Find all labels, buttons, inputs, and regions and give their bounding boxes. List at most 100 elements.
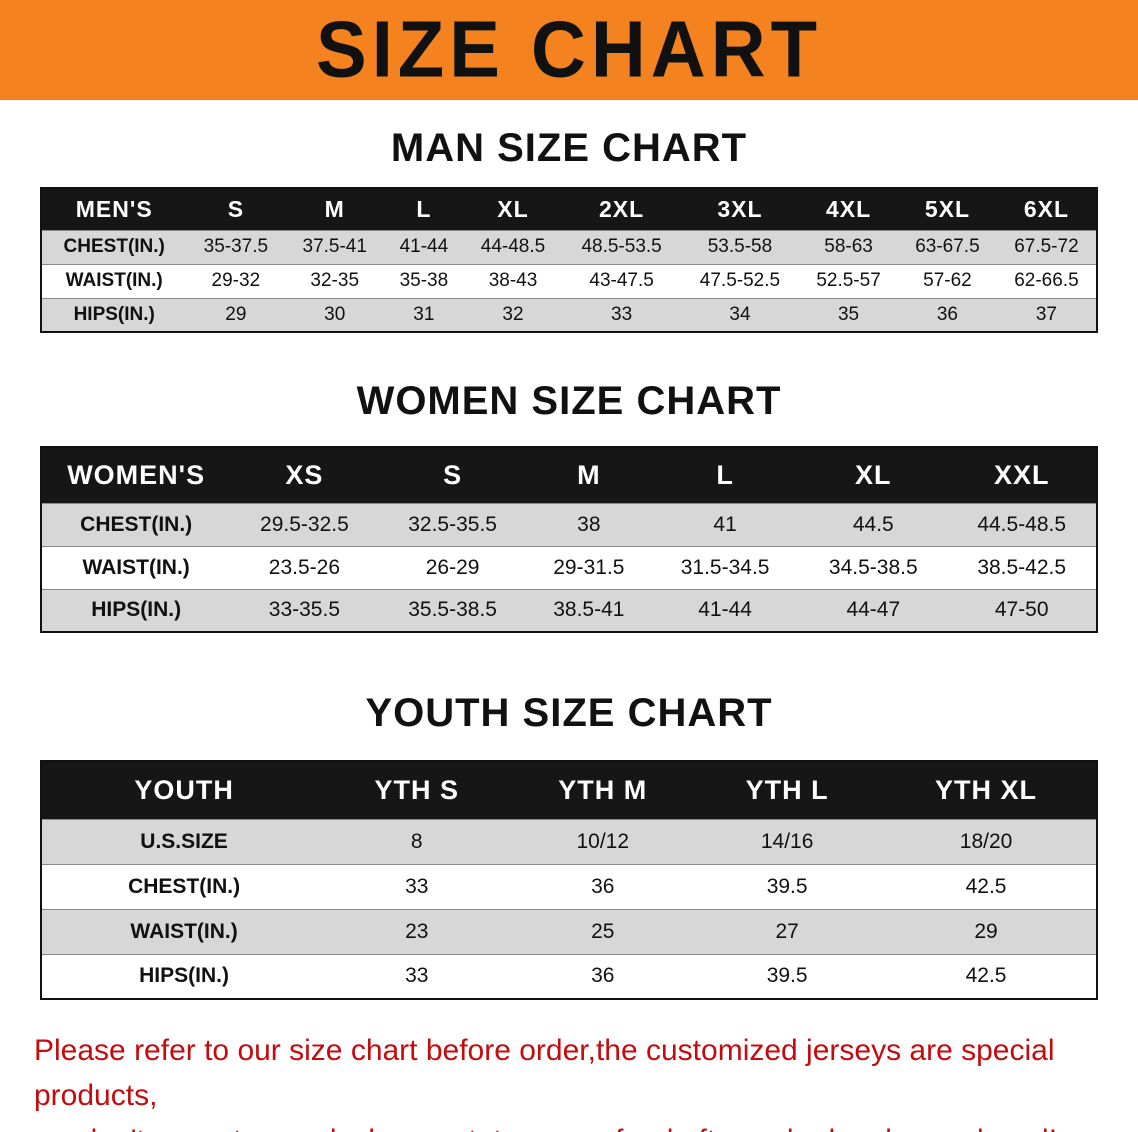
size-header-cell: L: [384, 188, 464, 230]
disclaimer: Please refer to our size chart before or…: [0, 1028, 1138, 1132]
row-label-cell: WAIST(IN.): [41, 545, 231, 589]
value-cell: 31.5-34.5: [651, 545, 800, 589]
value-cell: 14/16: [698, 818, 877, 864]
size-header-cell: 5XL: [898, 188, 997, 230]
size-header-cell: 6XL: [996, 188, 1097, 230]
value-cell: 32: [463, 297, 563, 332]
measurement-row: CHEST(IN.) 33 36 39.5 42.5: [41, 863, 1097, 909]
women-section-heading: WOMEN SIZE CHART: [356, 379, 782, 423]
value-cell: 34.5-38.5: [799, 545, 948, 589]
value-cell: 23: [326, 908, 508, 954]
youth-size-table: YOUTH YTH S YTH M YTH L YTH XL U.S.SIZE 8 10/12…: [40, 760, 1098, 1000]
women-size-table: WOMEN'S XS S M L XL XXL CHEST(IN.) 29.5-32.5 32.5…: [40, 446, 1098, 633]
size-header-cell: XL: [463, 188, 563, 230]
size-header-cell: YTH M: [507, 761, 699, 819]
value-cell: 34: [680, 297, 800, 332]
value-cell: 42.5: [876, 863, 1097, 909]
value-cell: 33: [326, 863, 508, 909]
size-header-cell: YTH XL: [876, 761, 1097, 819]
value-cell: 41-44: [651, 588, 800, 632]
value-cell: 36: [898, 297, 997, 332]
measurement-row: HIPS(IN.) 33 36 39.5 42.5: [41, 953, 1097, 999]
value-cell: 29.5-32.5: [230, 502, 379, 546]
table-title-cell: YOUTH: [41, 761, 327, 819]
value-cell: 23.5-26: [230, 545, 379, 589]
value-cell: 41: [651, 502, 800, 546]
value-cell: 44.5: [799, 502, 948, 546]
row-label-cell: HIPS(IN.): [41, 953, 327, 999]
value-cell: 44.5-48.5: [947, 502, 1097, 546]
row-label-cell: CHEST(IN.): [41, 863, 327, 909]
value-cell: 29-31.5: [526, 545, 652, 589]
size-header-cell: M: [526, 447, 652, 503]
row-label-cell: WAIST(IN.): [41, 263, 187, 298]
value-cell: 30: [285, 297, 385, 332]
value-cell: 52.5-57: [799, 263, 898, 298]
value-cell: 27: [698, 908, 877, 954]
table-title-cell: WOMEN'S: [41, 447, 231, 503]
size-header-cell: XXL: [947, 447, 1097, 503]
value-cell: 18/20: [876, 818, 1097, 864]
value-cell: 58-63: [799, 229, 898, 264]
measurement-row: CHEST(IN.) 29.5-32.5 32.5-35.5 38 41 44.5 44.5…: [41, 502, 1097, 546]
value-cell: 38: [526, 502, 652, 546]
size-header-cell: XL: [799, 447, 948, 503]
size-header-cell: 2XL: [562, 188, 681, 230]
measurement-row: HIPS(IN.) 33-35.5 35.5-38.5 38.5-41 41-44 44-…: [41, 588, 1097, 632]
value-cell: 63-67.5: [898, 229, 997, 264]
value-cell: 29: [186, 297, 286, 332]
table-header-row: WOMEN'S XS S M L XL XXL: [41, 447, 1097, 503]
value-cell: 8: [326, 818, 508, 864]
value-cell: 44-48.5: [463, 229, 563, 264]
women-size-section: WOMEN SIZE CHART WOMEN'S XS S M L XL XXL CHEST(…: [0, 379, 1138, 633]
value-cell: 37: [996, 297, 1097, 332]
value-cell: 67.5-72: [996, 229, 1097, 264]
value-cell: 41-44: [384, 229, 464, 264]
size-header-cell: S: [378, 447, 527, 503]
value-cell: 36: [507, 863, 699, 909]
value-cell: 29-32: [186, 263, 286, 298]
measurement-row: WAIST(IN.) 23 25 27 29: [41, 908, 1097, 954]
value-cell: 43-47.5: [562, 263, 681, 298]
value-cell: 33: [326, 953, 508, 999]
value-cell: 48.5-53.5: [562, 229, 681, 264]
measurement-row: WAIST(IN.) 29-32 32-35 35-38 38-43 43-47.5 47.…: [41, 263, 1097, 298]
size-chart-banner: SIZE CHART: [0, 0, 1138, 100]
size-header-cell: L: [651, 447, 800, 503]
size-header-cell: S: [186, 188, 286, 230]
value-cell: 57-62: [898, 263, 997, 298]
size-header-cell: YTH L: [698, 761, 877, 819]
row-label-cell: CHEST(IN.): [41, 502, 231, 546]
size-header-cell: M: [285, 188, 385, 230]
men-size-section: MAN SIZE CHART MEN'S S M L XL 2XL 3XL 4XL 5XL 6XL…: [0, 126, 1138, 333]
value-cell: 31: [384, 297, 464, 332]
value-cell: 35.5-38.5: [378, 588, 527, 632]
value-cell: 25: [507, 908, 699, 954]
value-cell: 10/12: [507, 818, 699, 864]
row-label-cell: WAIST(IN.): [41, 908, 327, 954]
value-cell: 32-35: [285, 263, 385, 298]
value-cell: 29: [876, 908, 1097, 954]
value-cell: 35: [799, 297, 898, 332]
size-header-cell: YTH S: [326, 761, 508, 819]
size-header-cell: XS: [230, 447, 379, 503]
table-title-cell: MEN'S: [41, 188, 187, 230]
value-cell: 53.5-58: [680, 229, 800, 264]
value-cell: 35-38: [384, 263, 464, 298]
table-header-row: YOUTH YTH S YTH M YTH L YTH XL: [41, 761, 1097, 819]
table-header-row: MEN'S S M L XL 2XL 3XL 4XL 5XL 6XL: [41, 188, 1097, 230]
size-header-cell: 3XL: [680, 188, 800, 230]
disclaimer-line-2: we don't accept cancel, change, teturn o…: [34, 1118, 1104, 1132]
value-cell: 44-47: [799, 588, 948, 632]
men-size-table: MEN'S S M L XL 2XL 3XL 4XL 5XL 6XL CHEST(IN.) 35-37…: [40, 187, 1098, 333]
value-cell: 47-50: [947, 588, 1097, 632]
measurement-row: CHEST(IN.) 35-37.5 37.5-41 41-44 44-48.5 48.5…: [41, 229, 1097, 264]
value-cell: 38.5-41: [526, 588, 652, 632]
men-section-heading: MAN SIZE CHART: [390, 126, 748, 170]
value-cell: 26-29: [378, 545, 527, 589]
row-label-cell: CHEST(IN.): [41, 229, 187, 264]
value-cell: 42.5: [876, 953, 1097, 999]
page-title: SIZE CHART: [316, 4, 822, 95]
disclaimer-line-1: Please refer to our size chart before or…: [34, 1034, 1055, 1112]
value-cell: 37.5-41: [285, 229, 385, 264]
